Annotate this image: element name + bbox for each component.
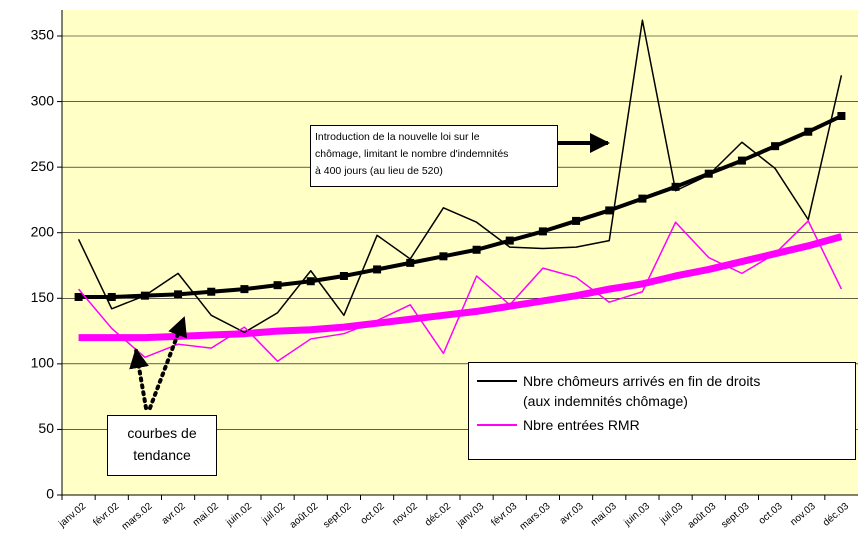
legend-entry: Nbre entrées RMR — [477, 415, 640, 435]
x-tick-label: juin.03 — [622, 501, 653, 529]
x-tick-label: mars.03 — [518, 501, 553, 533]
x-tick-label: mars.02 — [120, 501, 155, 533]
y-tick-label: 200 — [31, 223, 55, 239]
trend-marker — [771, 142, 780, 151]
trend-marker — [339, 271, 348, 280]
trend-marker — [273, 281, 282, 290]
x-tick-label: mai.03 — [589, 501, 619, 529]
annotation-arrow — [129, 348, 149, 410]
y-tick-label: 250 — [31, 158, 55, 174]
legend-entry: Nbre chômeurs arrivés en fin de droits (… — [477, 371, 760, 411]
x-tick-label: sept.03 — [719, 501, 752, 531]
trend-marker — [538, 227, 547, 236]
x-tick-label: févr.02 — [91, 501, 121, 529]
trend-line — [78, 114, 843, 299]
trend-marker — [804, 127, 813, 136]
legend-swatch — [477, 424, 517, 426]
series-line — [78, 220, 843, 362]
trend-marker — [240, 285, 249, 294]
x-tick-label: janv.03 — [454, 501, 486, 531]
x-tick-label: nov.02 — [390, 501, 420, 529]
trend-marker — [704, 169, 713, 178]
y-tick-label: 50 — [38, 420, 54, 436]
trend-marker — [671, 182, 680, 191]
trend-marker — [406, 258, 415, 267]
trend-marker — [74, 292, 83, 301]
x-tick-label: déc.02 — [423, 501, 453, 529]
annotation: courbes de tendance — [107, 415, 217, 476]
legend-swatch — [477, 380, 517, 382]
annotation: Introduction de la nouvelle loi sur le c… — [310, 125, 558, 187]
x-tick-label: avr.02 — [160, 501, 188, 527]
trend-marker — [472, 245, 481, 254]
trend-marker — [373, 265, 382, 274]
trend-marker — [439, 252, 448, 261]
x-tick-label: sept.02 — [321, 501, 354, 531]
x-tick-label: juin.02 — [224, 501, 255, 529]
x-tick-label: août.03 — [686, 501, 719, 531]
x-tick-label: déc.03 — [821, 501, 851, 529]
legend-label: Nbre entrées RMR — [523, 417, 640, 433]
legend: Nbre chômeurs arrivés en fin de droits (… — [468, 362, 856, 460]
y-tick-label: 0 — [46, 486, 54, 502]
trend-marker — [306, 277, 315, 286]
trend-marker — [572, 216, 581, 225]
legend-label: Nbre chômeurs arrivés en fin de droits (… — [523, 373, 761, 409]
y-tick-label: 150 — [31, 289, 55, 305]
x-tick-label: févr.03 — [489, 501, 519, 529]
y-tick-label: 300 — [31, 92, 55, 108]
x-tick-label: nov.03 — [788, 501, 818, 529]
trend-marker — [605, 206, 614, 215]
x-tick-label: juil.03 — [657, 501, 685, 527]
trend-marker — [737, 156, 746, 165]
trend-marker — [505, 236, 514, 245]
x-tick-label: oct.03 — [757, 501, 785, 527]
trend-marker — [638, 194, 647, 203]
x-tick-label: août.02 — [288, 501, 321, 531]
x-tick-label: avr.03 — [558, 501, 586, 527]
trend-marker — [174, 290, 183, 299]
trend-marker — [107, 292, 116, 301]
series-line — [77, 19, 843, 334]
x-tick-label: mai.02 — [191, 501, 221, 529]
x-tick-label: janv.02 — [56, 501, 88, 531]
y-tick-label: 350 — [31, 27, 55, 43]
x-tick-label: oct.02 — [359, 501, 387, 527]
y-tick-label: 100 — [31, 355, 55, 371]
trend-marker — [837, 111, 846, 120]
trend-marker — [207, 287, 216, 296]
annotation-arrow — [148, 316, 187, 410]
x-tick-label: juil.02 — [259, 501, 287, 527]
